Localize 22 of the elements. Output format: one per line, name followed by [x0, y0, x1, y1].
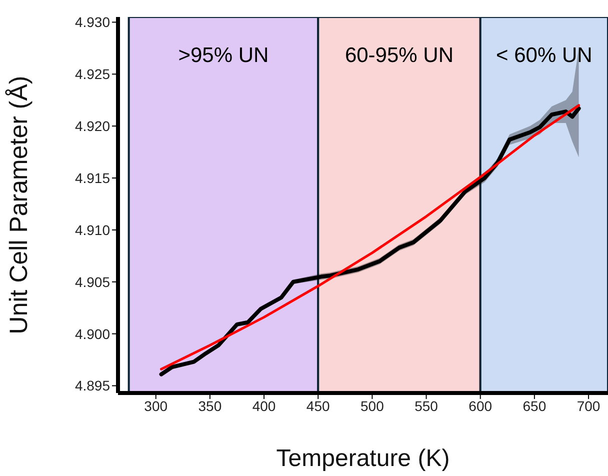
- x-tick-label: 450: [306, 398, 330, 414]
- x-tick-label: 500: [360, 398, 384, 414]
- y-tick-label: 4.925: [74, 66, 110, 82]
- x-tick-label: 650: [522, 398, 546, 414]
- band-label: < 60% UN: [496, 44, 592, 67]
- y-tick-label: 4.920: [74, 118, 110, 134]
- y-tick-label: 4.930: [74, 14, 110, 30]
- x-tick-label: 350: [198, 398, 222, 414]
- y-tick-label: 4.910: [74, 222, 110, 238]
- y-tick-label: 4.900: [74, 326, 110, 342]
- y-tick-label: 4.905: [74, 274, 110, 290]
- x-tick-label: 400: [252, 398, 276, 414]
- x-tick-label: 300: [144, 398, 168, 414]
- band-label: 60-95% UN: [344, 44, 454, 67]
- x-axis-title: Temperature (K): [276, 445, 450, 472]
- y-tick-label: 4.915: [74, 170, 110, 186]
- x-tick-label: 550: [414, 398, 438, 414]
- y-axis-title: Unit Cell Parameter (Å): [4, 76, 33, 334]
- band-label: >95% UN: [178, 44, 269, 67]
- x-tick-label: 700: [576, 398, 600, 414]
- x-tick-label: 600: [468, 398, 492, 414]
- y-tick-label: 4.895: [74, 378, 110, 394]
